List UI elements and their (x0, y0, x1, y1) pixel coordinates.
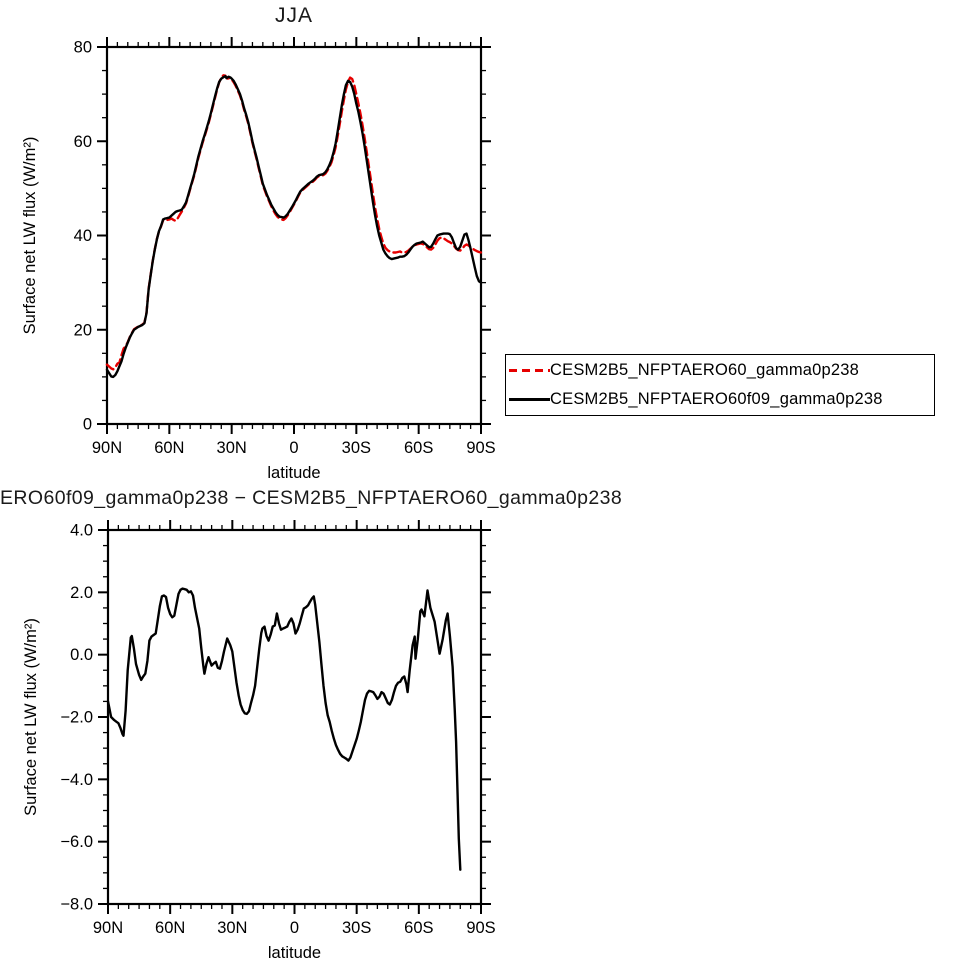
x-axis-label: latitude (267, 464, 320, 482)
y-tick-label: 0.0 (70, 646, 93, 664)
top-chart-title: JJA (274, 4, 313, 27)
legend-label: CESM2B5_NFPTAERO60f09_gamma0p238 (550, 389, 883, 408)
y-tick-label: 4.0 (70, 522, 93, 540)
x-tick-label: 90N (92, 439, 122, 457)
y-tick-label: 60 (74, 133, 92, 151)
legend-label: CESM2B5_NFPTAERO60_gamma0p238 (550, 361, 860, 380)
x-tick-label: 0 (290, 919, 299, 937)
y-tick-label: −2.0 (60, 709, 93, 727)
x-tick-label: 30S (342, 439, 371, 457)
x-axis-label: latitude (268, 944, 321, 962)
x-tick-label: 60N (155, 919, 185, 937)
x-tick-label: 60N (154, 439, 184, 457)
x-tick-label: 90N (93, 919, 123, 937)
y-tick-label: 0 (83, 416, 92, 434)
x-tick-label: 90S (466, 919, 495, 937)
plot-border (105, 45, 483, 426)
legend-row: CESM2B5_NFPTAERO60_gamma0p238 (506, 358, 934, 384)
x-tick-label: 0 (289, 439, 298, 457)
series-line-solid (106, 587, 462, 871)
y-axis-label: Surface net LW flux (W/m²) (21, 137, 39, 335)
y-tick-label: −4.0 (60, 771, 93, 789)
legend-row: CESM2B5_NFPTAERO60f09_gamma0p238 (506, 386, 934, 412)
y-tick-label: −8.0 (60, 896, 93, 914)
y-tick-label: −6.0 (60, 833, 93, 851)
plot-border (106, 528, 483, 906)
series-line-solid (105, 74, 483, 379)
y-tick-label: 80 (74, 39, 92, 57)
legend: CESM2B5_NFPTAERO60_gamma0p238 CESM2B5_NF… (505, 354, 935, 416)
x-tick-label: 60S (404, 919, 433, 937)
bottom-chart-title: ERO60f09_gamma0p238 − CESM2B5_NFPTAERO60… (0, 487, 623, 509)
x-tick-label: 30N (217, 919, 247, 937)
y-tick-label: 40 (74, 227, 92, 245)
y-tick-label: 20 (74, 321, 92, 339)
x-tick-label: 30N (217, 439, 247, 457)
x-tick-label: 90S (466, 439, 495, 457)
solid-black-line-sample (509, 398, 550, 401)
x-tick-label: 60S (404, 439, 433, 457)
dashed-red-line-sample (509, 369, 550, 373)
y-axis-label: Surface net LW flux (W/m²) (22, 618, 40, 816)
x-tick-label: 30S (342, 919, 371, 937)
y-tick-label: 2.0 (70, 584, 93, 602)
